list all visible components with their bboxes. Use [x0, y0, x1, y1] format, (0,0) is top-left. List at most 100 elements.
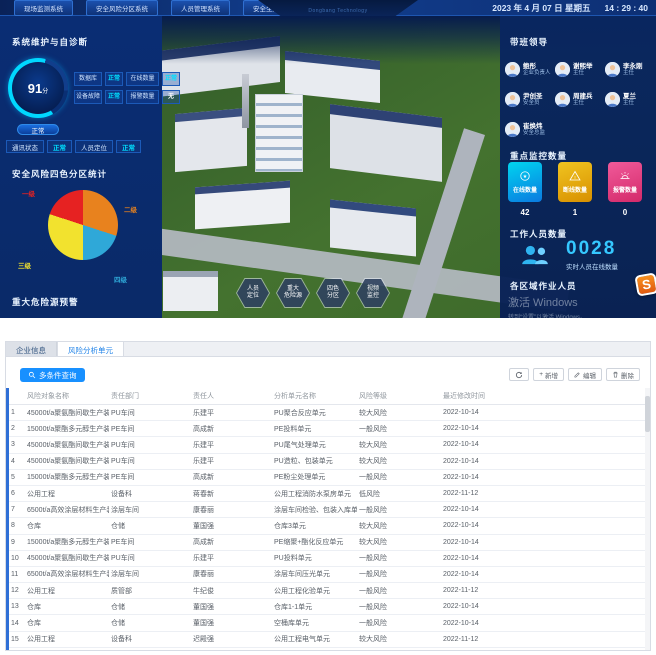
cell-0: 公用工程: [25, 631, 109, 648]
leaders-title: 带班领导: [510, 37, 549, 47]
cell-index: 9: [9, 534, 25, 551]
scene-button-3[interactable]: 四色 分区: [316, 278, 350, 308]
multi-condition-query-button[interactable]: 多条件查询: [20, 368, 85, 382]
cell-4: 一般风险: [357, 598, 441, 616]
health-gauge-value: 91 分: [12, 62, 64, 114]
cell-1: 设备科: [109, 631, 191, 648]
avatar: [555, 61, 570, 77]
pie-label-level1: 一级: [22, 191, 35, 198]
cell-filler: [533, 485, 646, 503]
table-row[interactable]: 1 45000t/a聚氨酯间歇生产装置 PU车间 乐建平 PU聚合反应单元 较大风险 202…: [9, 404, 646, 422]
table-row[interactable]: 76500t/a高效涂层材料生产装置涂层车间康春丽涂层车间检验、包装入库单元一般…: [9, 501, 646, 519]
table-row[interactable]: 4 45000t/a聚氨酯间歇生产装置 PU车间 乐建平 PU造粒、包装单元 较大风险 20…: [9, 453, 646, 470]
scrollbar-thumb[interactable]: [645, 396, 650, 432]
comm-value: 正常: [47, 140, 72, 153]
cell-filler: [533, 436, 646, 454]
pie-label-level3: 三级: [18, 263, 31, 270]
monitor-card-badge: ★ 在线数量 42: [508, 162, 542, 217]
cell-2: 康春丽: [191, 566, 272, 584]
table-row[interactable]: 166500t/a高效涂层材料生产装置涂层车间康春丽涂层车间涂层烘干单元一般风险…: [9, 647, 646, 650]
leader-item: 尹创圣 安全员: [505, 84, 555, 114]
table-row[interactable]: 8 仓库 仓储 董国强 仓库3单元 较大风险 2022-10-14: [9, 517, 646, 535]
column-header-5: 最近修改时间: [441, 388, 533, 405]
diag-label: 设备故障: [74, 90, 102, 104]
column-header-index: [9, 388, 25, 405]
table-row[interactable]: 15 公用工程 设备科 迟殿强 公用工程电气单元 较大风险 2022-11-12: [9, 631, 646, 648]
svg-text:★: ★: [523, 174, 528, 180]
cell-filler: [533, 647, 646, 650]
nav-button-3[interactable]: 人员管理系统: [171, 0, 230, 16]
input-method-icon[interactable]: S: [634, 272, 656, 297]
table-row[interactable]: 116500t/a高效涂层材料生产装置涂层车间康春丽涂层车间压光单元一般风险20…: [9, 566, 646, 584]
cell-index: 2: [9, 420, 25, 438]
alarm-icon: 报警数量: [608, 162, 642, 202]
table-row[interactable]: 10 45000t/a聚氨酯间歇生产装置 PU车间 乐建平 PU投料单元 一般风险 2022…: [9, 550, 646, 567]
cell-1: 仓储: [109, 517, 191, 535]
workers-count: 0028: [566, 238, 617, 259]
edit-button[interactable]: 编辑: [568, 368, 602, 381]
scene-button-label: 视频 监控: [357, 279, 389, 307]
diag-value: 无: [162, 90, 180, 104]
cell-2: 康春丽: [191, 647, 272, 650]
cell-0: 公用工程: [25, 582, 109, 600]
cell-0: 45000t/a聚氨酯间歇生产装置: [25, 404, 109, 422]
gauge-status-badge: 正常: [17, 124, 59, 135]
column-header-0: 风险对象名称: [25, 388, 109, 405]
table-row[interactable]: 14 仓库 仓储 董国强 空桶库单元 一般风险 2022-10-14: [9, 614, 646, 632]
table-row[interactable]: 6 公用工程 设备科 蒋春新 公用工程消防水泵房单元 低风险 2022-11-12: [9, 485, 646, 503]
monitor-title: 重点监控数量: [510, 151, 568, 161]
search-icon: [28, 371, 36, 379]
cell-4: 一般风险: [357, 614, 441, 632]
cell-5: 2022-10-14: [441, 404, 533, 422]
building-block: [330, 104, 442, 182]
leader-item: 崔焕炜 安全总监: [505, 114, 555, 144]
risk-unit-panel: 企业信息 风险分析单元 多条件查询 + 新增 编辑 删除: [5, 341, 651, 651]
cell-1: PE车间: [109, 420, 191, 438]
cell-1: PU车间: [109, 404, 191, 422]
scene-button-4[interactable]: 视频 监控: [356, 278, 390, 308]
delete-button[interactable]: 删除: [606, 368, 640, 381]
top-nav-bar: 现场监测系统安全风险分区系统人员管理系统安全生产流程系统 Dongbang Te…: [0, 0, 656, 16]
scene-button-line: 重大: [286, 286, 299, 292]
cell-4: 较大风险: [357, 436, 441, 454]
table-row[interactable]: 9 15000t/a聚酯多元醇生产装置 PE车间 高成新 PE缩聚+酯化反应单元 较大风险…: [9, 534, 646, 551]
table-scrollbar: [645, 388, 650, 650]
leader-text: 夏兰 主任: [623, 93, 636, 106]
cell-filler: [533, 534, 646, 551]
add-button[interactable]: + 新增: [533, 368, 564, 381]
diag-value: 正常: [105, 72, 123, 86]
table-row[interactable]: 2 15000t/a聚酯多元醇生产装置 PE车间 高成新 PE投料单元 一般风险 2022-…: [9, 420, 646, 438]
cell-index: 15: [9, 631, 25, 648]
scene-button-line: 人员: [246, 286, 259, 292]
table-row[interactable]: 12 公用工程 质管部 牛纪俊 公用工程化验单元 一般风险 2022-11-12: [9, 582, 646, 600]
cell-2: 乐建平: [191, 404, 272, 422]
cell-index: 8: [9, 517, 25, 535]
cell-index: 7: [9, 501, 25, 519]
nav-button-1[interactable]: 现场监测系统: [14, 0, 73, 16]
leader-text: 李永刚 主任: [623, 63, 643, 76]
refresh-button[interactable]: [509, 368, 530, 381]
table-row[interactable]: 13 仓库 仓储 董国强 仓库1-1单元 一般风险 2022-10-14: [9, 598, 646, 616]
cell-4: 一般风险: [357, 582, 441, 600]
table-row[interactable]: 5 15000t/a聚酯多元醇生产装置 PE车间 高成新 PE粉尘处理单元 一般风险 202…: [9, 469, 646, 486]
cell-2: 董国强: [191, 614, 272, 632]
scene-button-1[interactable]: 人员 定位: [236, 278, 270, 308]
avatar: [505, 61, 520, 77]
cell-3: 涂层车间压光单元: [272, 566, 357, 584]
cell-index: 11: [9, 566, 25, 584]
cell-2: 高成新: [191, 420, 272, 438]
table-row[interactable]: 3 45000t/a聚氨酯间歇生产装置 PU车间 乐建平 PU尾气处理单元 较大风险 202…: [9, 436, 646, 454]
nav-button-2[interactable]: 安全风险分区系统: [86, 0, 158, 16]
cell-5: 2022-10-14: [441, 534, 533, 551]
cell-index: 6: [9, 485, 25, 503]
tab-enterprise-info[interactable]: 企业信息: [6, 342, 57, 356]
scene-mode-buttons: 人员 定位 重大 危险源 四色 分区 视频 监控: [236, 278, 390, 308]
cell-4: 较大风险: [357, 517, 441, 535]
cell-3: PU尾气处理单元: [272, 436, 357, 454]
building-block: [255, 94, 303, 172]
scene-button-2[interactable]: 重大 危险源: [276, 278, 310, 308]
comm-label: 通讯状态: [6, 140, 44, 153]
cell-5: 2022-10-14: [441, 566, 533, 584]
cell-2: 董国强: [191, 517, 272, 535]
tab-risk-analysis-unit[interactable]: 风险分析单元: [57, 342, 124, 356]
